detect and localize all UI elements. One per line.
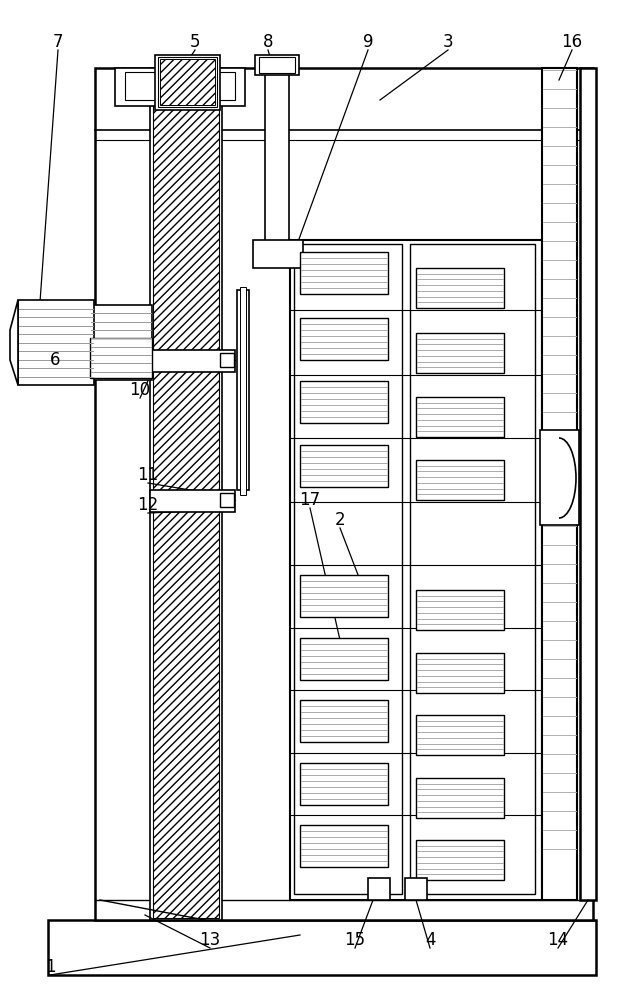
Text: 8: 8 xyxy=(263,33,273,51)
Bar xyxy=(300,763,388,805)
Bar xyxy=(416,715,504,755)
Bar xyxy=(416,840,504,880)
Text: 12: 12 xyxy=(138,496,159,514)
Text: 16: 16 xyxy=(561,33,582,51)
Bar xyxy=(542,68,577,900)
Text: 15: 15 xyxy=(344,931,365,949)
Bar xyxy=(265,68,289,243)
Bar xyxy=(220,493,234,507)
Bar xyxy=(255,55,299,75)
Bar xyxy=(416,590,504,630)
Text: 14: 14 xyxy=(547,931,568,949)
Bar xyxy=(90,338,152,378)
Text: 4: 4 xyxy=(425,931,435,949)
Bar xyxy=(416,333,504,373)
Text: 1: 1 xyxy=(45,958,55,976)
Bar xyxy=(368,878,390,900)
Bar xyxy=(240,287,246,495)
Bar xyxy=(300,638,388,680)
Bar xyxy=(153,70,219,918)
Bar xyxy=(237,290,249,490)
Bar xyxy=(290,240,542,900)
Bar xyxy=(294,244,402,894)
Bar xyxy=(416,460,504,500)
Bar xyxy=(150,490,235,512)
Bar xyxy=(300,381,388,423)
Bar xyxy=(115,68,245,106)
Text: 6: 6 xyxy=(50,351,60,369)
Text: 11: 11 xyxy=(138,466,159,484)
Bar xyxy=(580,68,596,900)
Text: 3: 3 xyxy=(443,33,453,51)
Bar xyxy=(300,445,388,487)
Text: 7: 7 xyxy=(52,33,63,51)
Bar xyxy=(300,318,388,360)
Text: 9: 9 xyxy=(363,33,373,51)
Text: 17: 17 xyxy=(300,491,321,509)
Bar xyxy=(300,825,388,867)
Bar xyxy=(158,57,217,107)
Bar xyxy=(125,72,235,100)
Bar xyxy=(150,68,222,920)
Bar xyxy=(160,59,215,105)
Bar xyxy=(48,920,596,975)
Bar xyxy=(259,57,295,73)
Bar xyxy=(410,244,535,894)
Polygon shape xyxy=(10,300,18,385)
Bar xyxy=(540,430,579,525)
Bar xyxy=(416,397,504,437)
Bar xyxy=(416,653,504,693)
Bar xyxy=(90,305,152,380)
Bar xyxy=(416,268,504,308)
Text: 10: 10 xyxy=(129,381,150,399)
Bar xyxy=(18,300,94,385)
Bar xyxy=(155,55,220,110)
Bar xyxy=(300,575,388,617)
Text: 2: 2 xyxy=(335,511,346,529)
Bar xyxy=(150,350,235,372)
Bar xyxy=(220,353,234,367)
Bar xyxy=(405,878,427,900)
Bar xyxy=(300,700,388,742)
Bar xyxy=(416,778,504,818)
Bar xyxy=(253,240,303,268)
Text: 13: 13 xyxy=(200,931,221,949)
Bar xyxy=(95,68,593,920)
Bar xyxy=(300,252,388,294)
Text: 5: 5 xyxy=(189,33,200,51)
